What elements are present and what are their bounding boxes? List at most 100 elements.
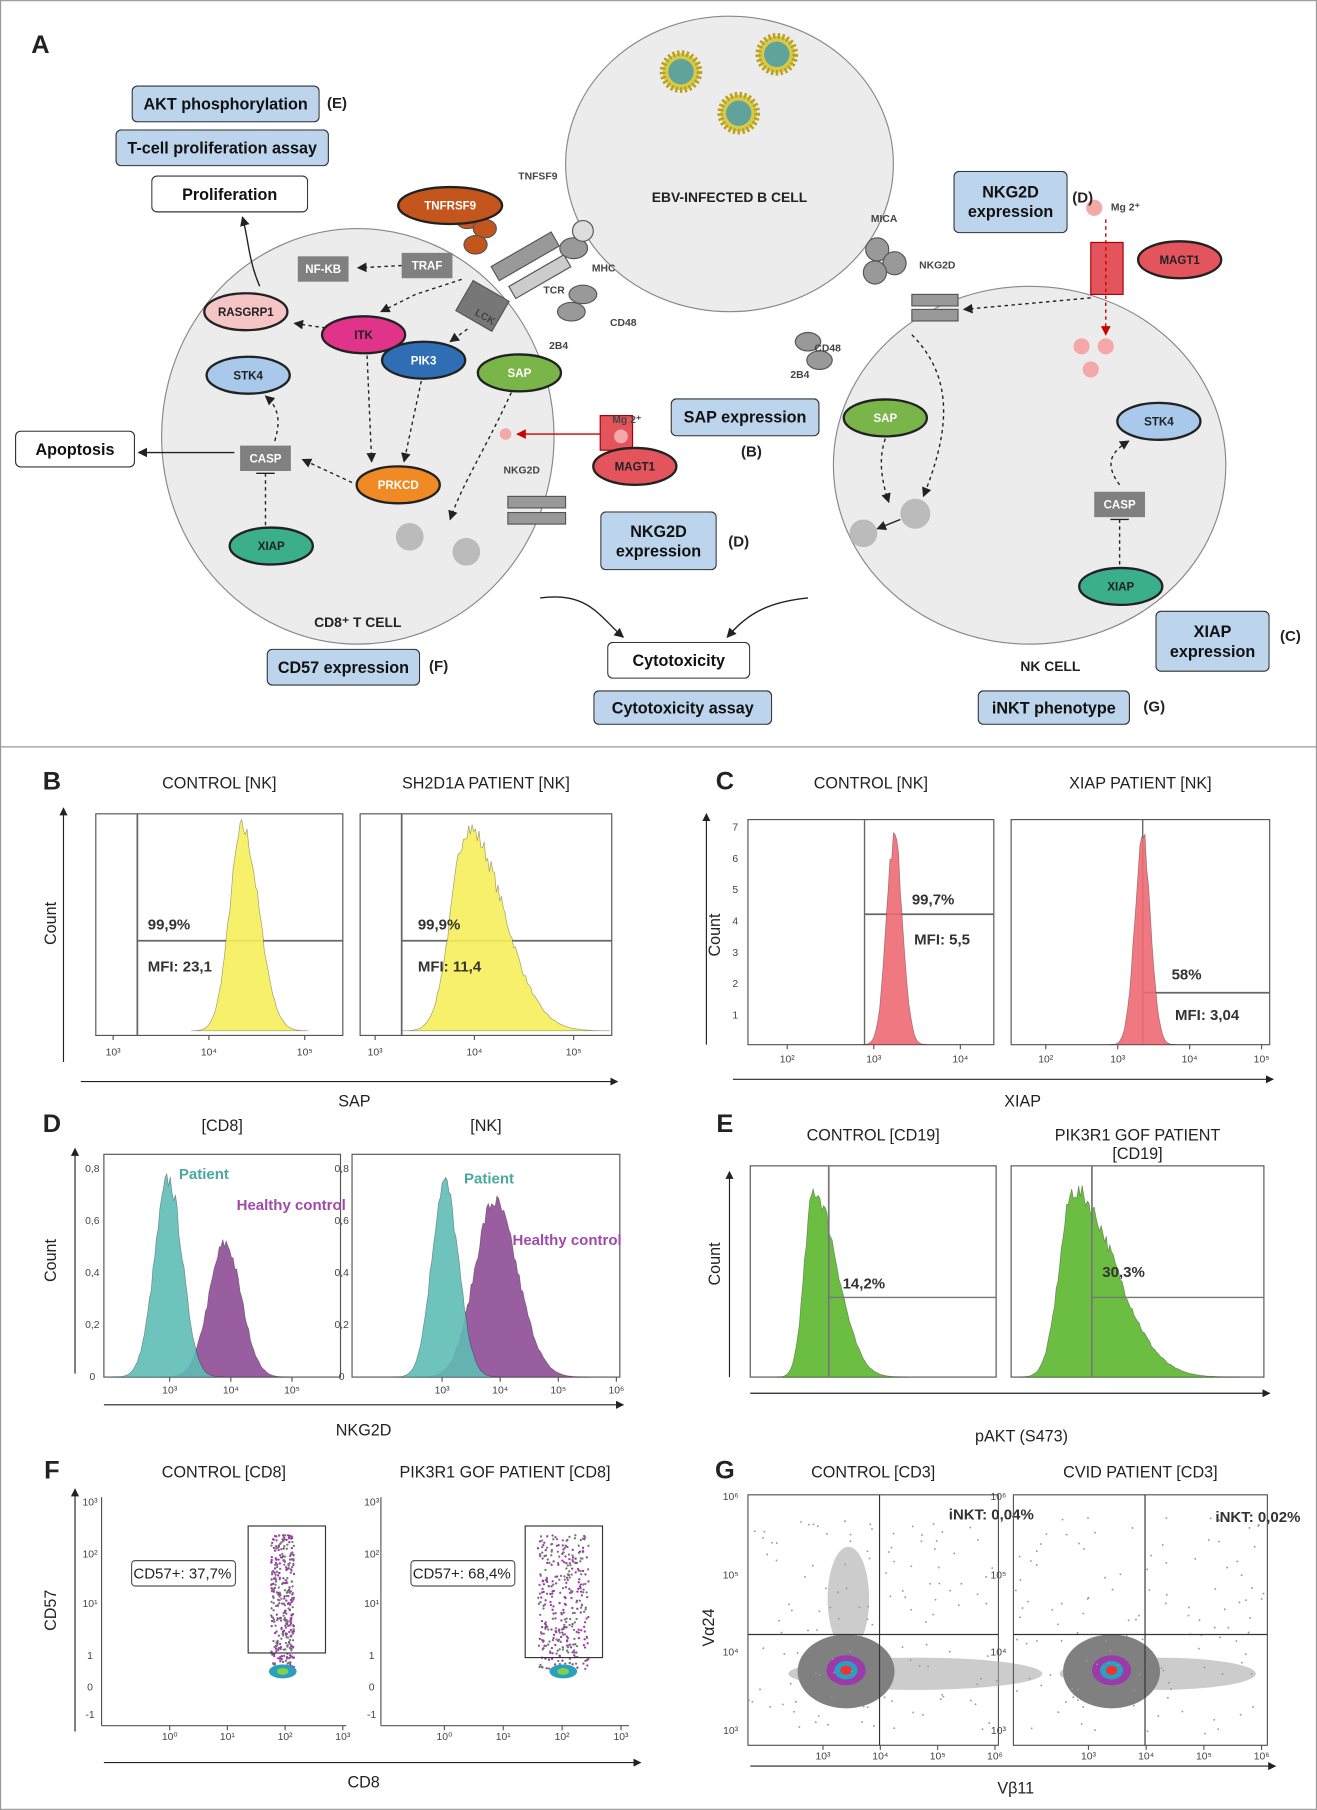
event: [282, 1602, 285, 1605]
event: [1117, 1664, 1119, 1667]
panel-ref: (B): [741, 444, 762, 461]
event: [901, 1646, 904, 1648]
event: [560, 1611, 563, 1615]
event: [1060, 1602, 1063, 1605]
x-tick-label: 10⁵: [1254, 1054, 1270, 1065]
event: [584, 1606, 587, 1609]
event: [1065, 1533, 1068, 1536]
event: [274, 1647, 278, 1650]
event: [933, 1548, 936, 1550]
event: [291, 1600, 294, 1603]
event: [574, 1561, 577, 1565]
event: [769, 1705, 772, 1708]
event: [563, 1575, 566, 1578]
event: [291, 1630, 294, 1634]
event: [576, 1567, 580, 1571]
event: [582, 1583, 585, 1586]
molecule: [401, 252, 453, 279]
event: [561, 1559, 564, 1562]
event: [861, 1721, 864, 1723]
event: [284, 1619, 287, 1623]
event: [284, 1641, 288, 1645]
event: [579, 1557, 583, 1560]
event: [565, 1649, 569, 1652]
readout-box: NKG2D expression: [953, 170, 1068, 234]
event: [273, 1631, 277, 1635]
event: [283, 1545, 286, 1548]
plot-title-text: CONTROL [NK]: [813, 773, 929, 792]
event: [273, 1567, 277, 1570]
event: [576, 1666, 579, 1669]
event: [1016, 1690, 1018, 1692]
event: [794, 1700, 797, 1703]
event: [1198, 1619, 1201, 1622]
event: [542, 1632, 545, 1635]
event: [579, 1560, 582, 1563]
event: [563, 1633, 567, 1636]
event: [1239, 1713, 1242, 1716]
readout-box: NKG2D expression: [600, 511, 717, 571]
molecule: [228, 526, 314, 566]
event: [575, 1630, 578, 1634]
event: [995, 1680, 998, 1682]
event: [554, 1575, 557, 1578]
event: [573, 1621, 576, 1624]
event: [869, 1523, 872, 1526]
event: [814, 1672, 817, 1675]
event: [912, 1711, 915, 1714]
event: [283, 1654, 286, 1658]
event: [1035, 1639, 1038, 1642]
event: [572, 1643, 575, 1646]
event: [270, 1590, 274, 1593]
event-density: [1105, 1665, 1118, 1675]
event: [580, 1629, 583, 1632]
event: [559, 1574, 563, 1578]
x-tick-label: 10⁶: [608, 1386, 624, 1397]
event: [793, 1710, 796, 1713]
event: [547, 1628, 550, 1631]
event: [564, 1603, 568, 1606]
event: [289, 1621, 293, 1625]
histogram: [776, 1188, 907, 1378]
event: [948, 1650, 951, 1653]
event: [796, 1651, 799, 1654]
y-tick-label: 10³: [723, 1726, 739, 1737]
event: [547, 1585, 551, 1588]
x-tick-label: 10⁵: [566, 1047, 582, 1058]
event: [563, 1546, 566, 1550]
event: [1057, 1711, 1060, 1714]
event: [910, 1565, 913, 1568]
event: [1249, 1616, 1251, 1619]
y-tick-label: 1: [369, 1651, 375, 1662]
event: [579, 1569, 582, 1573]
legend-label: Patient: [464, 1171, 514, 1188]
molecule: [240, 445, 291, 472]
event: [941, 1530, 944, 1533]
panel-letter: B: [43, 767, 61, 795]
x-tick-label: 10³: [1110, 1054, 1126, 1065]
event: [279, 1619, 283, 1622]
event: [278, 1562, 282, 1565]
x-tick-label: 10⁵: [1196, 1752, 1212, 1763]
event: [570, 1596, 573, 1600]
event: [1072, 1696, 1075, 1699]
x-tick-label: 10⁰: [162, 1732, 178, 1743]
y-tick-label: 1: [87, 1651, 93, 1662]
event: [804, 1575, 806, 1578]
event: [286, 1644, 289, 1647]
event: [276, 1563, 279, 1566]
event: [568, 1557, 571, 1561]
annotation: 99,7%: [912, 891, 955, 908]
event: [969, 1526, 972, 1529]
event: [288, 1630, 291, 1634]
event: [282, 1536, 286, 1539]
granules: [395, 199, 1114, 566]
event: [558, 1631, 561, 1634]
event: [580, 1594, 584, 1597]
event: [558, 1648, 561, 1651]
legend-label: Healthy control: [512, 1232, 621, 1249]
event: [941, 1693, 944, 1696]
event: [284, 1534, 287, 1537]
x-axis-label: XIAP: [1004, 1093, 1041, 1111]
event: [274, 1580, 278, 1583]
